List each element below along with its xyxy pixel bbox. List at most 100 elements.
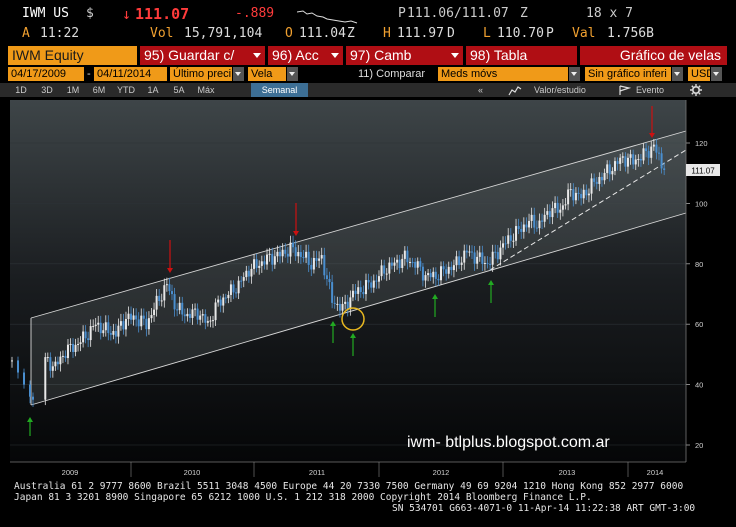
candle-body — [302, 257, 305, 259]
start-date-field[interactable]: 04/17/2009 — [8, 67, 84, 81]
candle-body — [629, 154, 632, 158]
save-button[interactable]: 95) Guardar c/ — [140, 46, 266, 65]
candle-body — [642, 148, 645, 161]
study-chart-icon[interactable] — [508, 85, 522, 96]
y-tick-label: 40 — [695, 381, 703, 390]
candle-body — [406, 250, 409, 263]
candle-body — [87, 338, 90, 341]
candle-body — [328, 279, 331, 283]
sparkline-icon — [297, 10, 358, 24]
candle-body — [232, 284, 235, 293]
candle-body — [201, 314, 204, 316]
candle-body — [564, 204, 567, 206]
candle-body — [577, 192, 580, 194]
quote-time: 11:22 — [40, 26, 80, 41]
candle-body — [255, 259, 258, 268]
value-study-button[interactable]: Valor/estudio — [534, 85, 586, 95]
currency-select[interactable]: USD — [688, 67, 710, 81]
tab-3d[interactable]: 3D — [41, 85, 53, 95]
back-button[interactable]: « — [478, 85, 484, 95]
change-button[interactable]: 97) Camb — [346, 46, 464, 65]
candle-body — [171, 291, 173, 295]
bull-arrow-head — [330, 321, 336, 326]
tab-1d[interactable]: 1D — [15, 85, 27, 95]
actions-label: 96) Acc — [272, 47, 319, 63]
style-select[interactable]: Vela — [248, 67, 286, 81]
candle-body — [204, 314, 207, 323]
candle-body — [44, 357, 47, 400]
open-label: O — [285, 26, 293, 41]
compare-button[interactable]: 11) Comparar — [358, 68, 426, 80]
tab-5a[interactable]: 5A — [173, 85, 185, 95]
candle-body — [582, 189, 585, 199]
y-tick-label: 80 — [695, 260, 703, 269]
security-field[interactable]: IWM Equity — [8, 46, 138, 65]
down-arrow-icon: ↓ — [122, 5, 132, 23]
candle-body — [279, 251, 282, 257]
candle-body — [89, 326, 92, 341]
candle-body — [196, 308, 199, 320]
candle-body — [82, 331, 85, 343]
secondary-chart-select[interactable]: Sin gráfico inferi — [585, 67, 671, 81]
candle-body — [626, 157, 629, 167]
tab-weekly[interactable]: Semanal — [251, 83, 308, 97]
candle-body — [388, 262, 391, 274]
actions-button[interactable]: 96) Acc — [268, 46, 344, 65]
candle-body — [69, 343, 72, 345]
candle-body — [541, 220, 544, 222]
candle-body — [305, 251, 308, 258]
y-tick-label: 100 — [695, 199, 708, 208]
candle-body — [538, 220, 541, 229]
candle-body — [217, 299, 220, 303]
candle-body — [528, 220, 531, 228]
tab-6m[interactable]: 6M — [92, 85, 106, 95]
candle-body — [109, 333, 112, 335]
event-icon[interactable] — [618, 85, 632, 96]
chevron-down-icon[interactable] — [672, 67, 683, 81]
candle-body — [354, 290, 357, 294]
table-button[interactable]: 98) Tabla — [466, 46, 578, 65]
end-date-field[interactable]: 04/11/2014 — [94, 67, 167, 81]
y-tick-label: 20 — [695, 441, 703, 450]
candle-body — [147, 318, 150, 330]
candle-body — [452, 265, 455, 271]
change-label: 97) Camb — [350, 47, 412, 63]
chevron-down-icon[interactable] — [287, 67, 298, 81]
chart-name[interactable]: Gráfico de velas — [580, 46, 728, 65]
quote-row-1: IWM US $ ↓ 111.07 -.889 P 111.06/111.07 … — [0, 5, 736, 24]
chevron-down-icon[interactable] — [711, 67, 722, 81]
candle-body — [567, 189, 570, 205]
candle-body — [520, 228, 523, 232]
candle-body — [504, 243, 507, 245]
tab-1m[interactable]: 1M — [66, 85, 80, 95]
candle-body — [639, 158, 642, 161]
price-field-select[interactable]: Último preci — [170, 67, 232, 81]
tab-máx[interactable]: Máx — [197, 85, 215, 95]
candle-body — [556, 202, 559, 213]
candle-body — [655, 144, 658, 153]
x-axis: 2009 2010 2011 2012 2013 2014 — [10, 461, 686, 477]
x-tick-label: 2010 — [184, 468, 201, 477]
event-button[interactable]: Evento — [636, 85, 665, 95]
high-label: H — [383, 26, 391, 41]
candle-body — [502, 243, 505, 248]
chevron-down-icon[interactable] — [569, 67, 580, 81]
candle-body — [624, 156, 627, 167]
bull-arrow-head — [350, 333, 356, 338]
candle-body — [99, 322, 102, 334]
moving-avg-field[interactable]: Meds móvs — [438, 67, 568, 81]
tab-ytd[interactable]: YTD — [117, 85, 135, 95]
ticker[interactable]: IWM US — [22, 6, 69, 21]
candle-body — [401, 258, 404, 269]
candle-body — [421, 266, 424, 281]
chevron-down-icon[interactable] — [233, 67, 244, 81]
candle-body — [64, 355, 67, 359]
candle-body — [281, 249, 284, 257]
candle-body — [59, 356, 62, 365]
candle-body — [645, 148, 648, 152]
tab-1a[interactable]: 1A — [147, 85, 159, 95]
candle-body — [242, 277, 245, 281]
candle-body — [338, 303, 341, 311]
gear-icon[interactable] — [690, 84, 702, 96]
